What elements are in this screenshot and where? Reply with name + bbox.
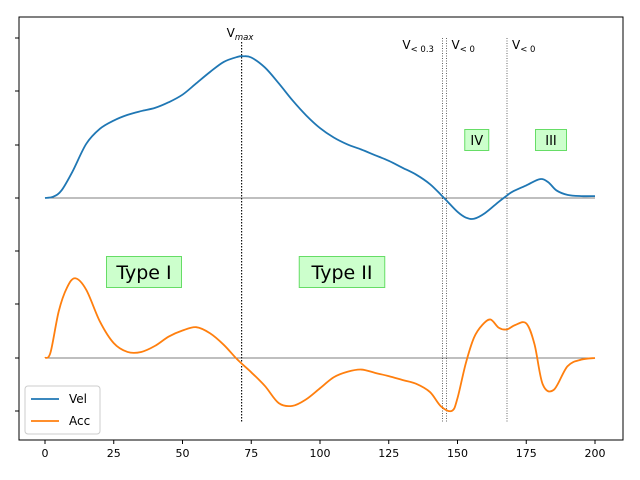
region-box (298, 256, 386, 288)
region-box (464, 129, 490, 151)
region-label: III (545, 134, 557, 149)
x-tick-label: 50 (176, 447, 190, 460)
x-tick-label: 75 (244, 447, 258, 460)
region-label: IV (470, 134, 483, 149)
region-labels: Type I Type II IV III (106, 129, 567, 288)
legend-label-vel: Vel (69, 392, 87, 406)
y-ticks (15, 37, 19, 412)
vertical-marker-label: V< 0.3 (402, 38, 434, 55)
x-ticks: 0 25 50 75 100 125 150 175 200 (42, 440, 606, 460)
legend-box (24, 385, 101, 435)
vertical-marker-label: V< 0 (452, 38, 475, 55)
x-tick-label: 25 (107, 447, 121, 460)
series-line-vel (44, 55, 596, 220)
region-box (106, 256, 182, 288)
region-box (535, 129, 567, 151)
x-tick-label: 150 (447, 447, 468, 460)
region-label: Type II (311, 262, 373, 284)
x-tick-label: 100 (310, 447, 331, 460)
series-line-acc (44, 277, 596, 413)
x-tick-label: 200 (585, 447, 606, 460)
vertical-marker-label: Vmax (227, 26, 255, 43)
legend: Vel Acc (24, 385, 101, 435)
region-label: Type I (115, 262, 171, 284)
legend-label-acc: Acc (69, 414, 90, 428)
plot-area (18, 16, 624, 441)
x-tick-label: 175 (516, 447, 537, 460)
x-tick-label: 125 (378, 447, 399, 460)
vertical-markers: Vmax V< 0.3 V< 0 V< 0 (227, 26, 535, 423)
x-tick-label: 0 (42, 447, 49, 460)
vertical-marker-label: V< 0 (512, 38, 535, 55)
